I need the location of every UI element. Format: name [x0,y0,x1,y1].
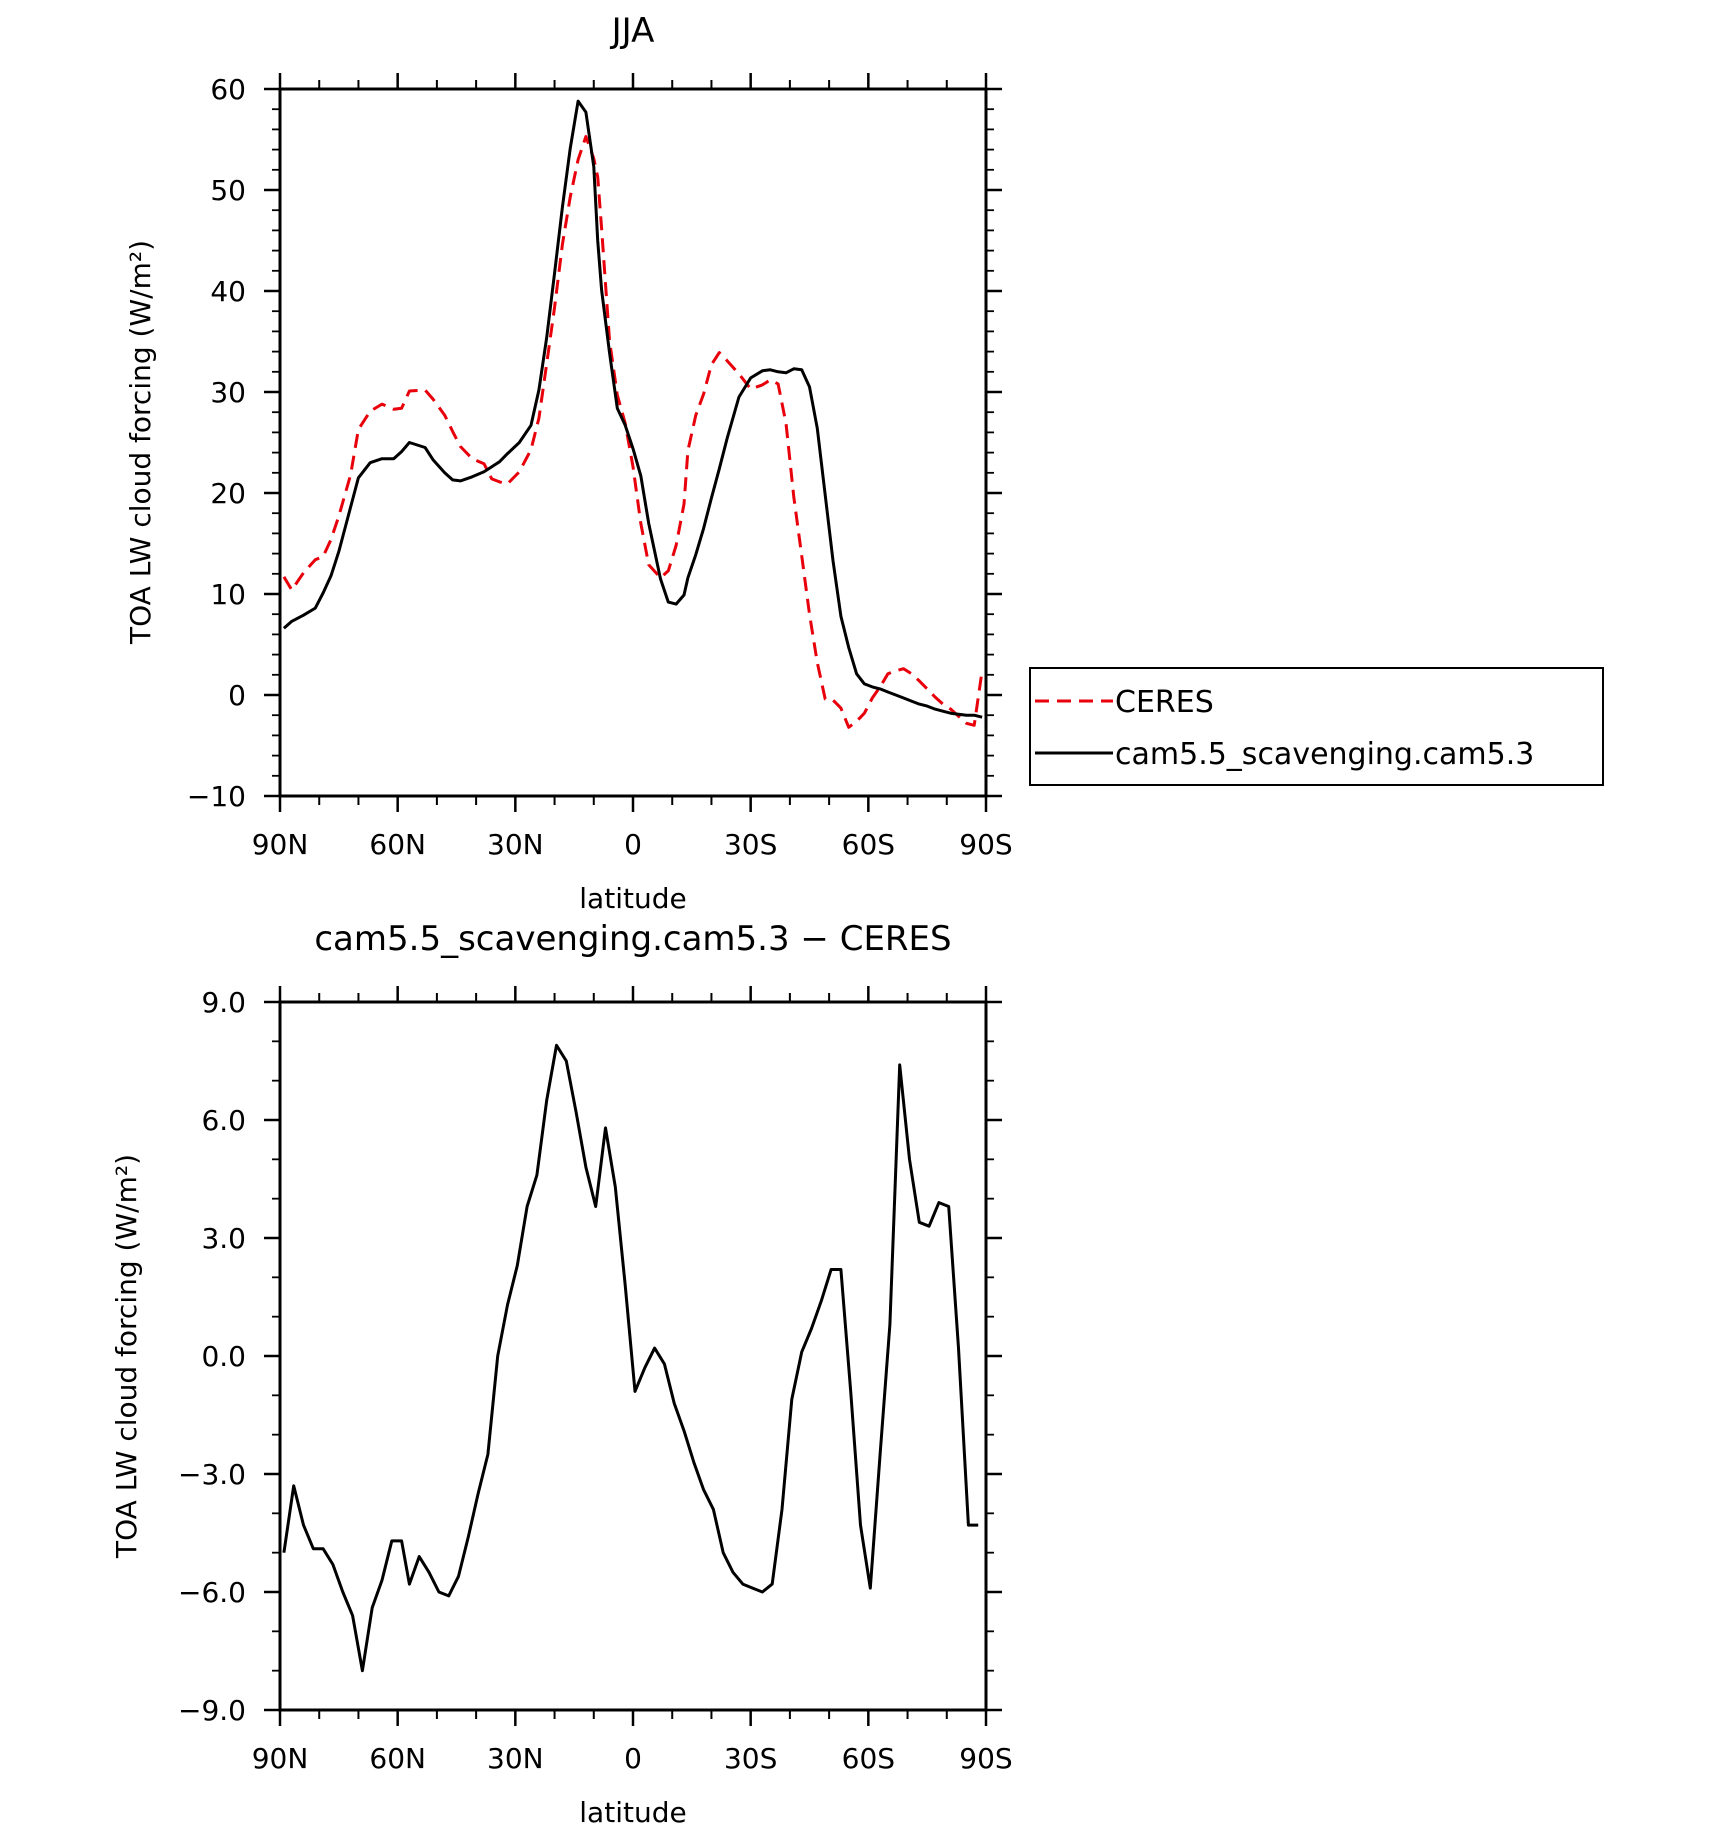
x-tick-label: 90N [252,828,309,861]
series-line [282,99,983,719]
top-chart-title: JJA [610,11,655,51]
x-tick-label: 90S [959,1742,1012,1775]
bottom-chart-title: cam5.5_scavenging.cam5.3 − CERES [314,919,951,959]
bottom-y-axis-label: TOA LW cloud forcing (W/m²) [110,1154,143,1559]
x-tick-label: 30N [487,1742,544,1775]
x-tick-label: 90N [252,1742,309,1775]
top-axis-ticks [264,73,1002,812]
legend-box [1029,667,1604,786]
top-panel: JJA 90N 60N 30N 0 30S 60S 90S 60 50 40 30 20 10 0 −10… [124,11,1604,915]
y-tick-label: 60 [210,73,246,106]
bottom-axis-ticks [264,986,1002,1726]
x-tick-label: 30S [724,828,777,861]
y-tick-label: 6.0 [201,1104,246,1137]
x-tick-label: 60S [842,828,895,861]
y-tick-label: 40 [210,275,246,308]
x-tick-label: 0 [624,1742,642,1775]
x-tick-label: 90S [959,828,1012,861]
bottom-y-tick-labels: 9.0 6.0 3.0 0.0 −3.0 −6.0 −9.0 [178,986,246,1727]
legend-label-ceres: CERES [1115,685,1214,720]
x-tick-label: 30N [487,828,544,861]
x-tick-label: 60S [842,1742,895,1775]
y-tick-label: 50 [210,174,246,207]
top-y-tick-labels: 60 50 40 30 20 10 0 −10 [187,73,246,813]
top-x-axis-label: latitude [579,882,686,915]
x-tick-label: 60N [369,1742,426,1775]
y-tick-label: 0.0 [201,1340,246,1373]
series-line [282,135,984,729]
legend-label-model: cam5.5_scavenging.cam5.3 [1115,737,1534,772]
y-tick-label: 0 [228,679,246,712]
bottom-panel: cam5.5_scavenging.cam5.3 − CERES 90N 60N 3… [110,919,1013,1827]
y-tick-label: 3.0 [201,1222,246,1255]
series-line [282,1043,979,1673]
bottom-x-tick-labels: 90N 60N 30N 0 30S 60S 90S [252,1742,1013,1775]
y-tick-label: 30 [210,376,246,409]
x-tick-label: 60N [369,828,426,861]
y-tick-label: −10 [187,780,246,813]
y-tick-label: −9.0 [178,1694,246,1727]
x-tick-label: 30S [724,1742,777,1775]
y-tick-label: −3.0 [178,1458,246,1491]
legend: CERES cam5.5_scavenging.cam5.3 [1029,667,1604,786]
x-tick-label: 0 [624,828,642,861]
y-tick-label: 9.0 [201,986,246,1019]
top-series-lines [282,99,984,729]
y-tick-label: 10 [210,578,246,611]
bottom-series-lines [282,1043,979,1673]
top-y-axis-label: TOA LW cloud forcing (W/m²) [124,240,157,645]
y-tick-label: −6.0 [178,1576,246,1609]
y-tick-label: 20 [210,477,246,510]
top-x-tick-labels: 90N 60N 30N 0 30S 60S 90S [252,828,1013,861]
bottom-x-axis-label: latitude [579,1796,686,1827]
